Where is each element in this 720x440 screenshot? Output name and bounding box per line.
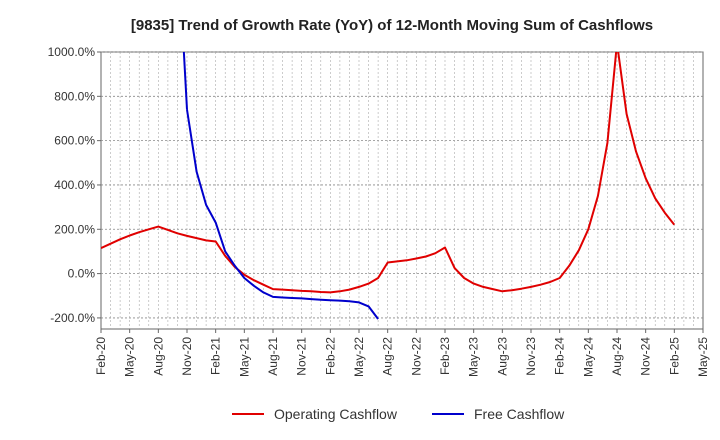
series-lines <box>101 52 676 320</box>
x-tick-label: Aug-22 <box>381 337 395 376</box>
x-tick-label: Feb-25 <box>667 337 681 375</box>
free-cashflow-spike <box>182 52 188 110</box>
x-tick-label: Nov-21 <box>295 337 309 376</box>
x-tick-label: Nov-20 <box>180 337 194 376</box>
x-tick-label: Feb-22 <box>323 337 337 375</box>
y-tick-label: 1000.0% <box>48 45 96 59</box>
x-tick-label: May-24 <box>581 337 595 377</box>
legend: Operating Cashflow Free Cashflow <box>232 406 565 422</box>
x-tick-label: May-21 <box>237 337 251 377</box>
x-tick-label: Nov-22 <box>409 337 423 376</box>
x-tick-label: Nov-24 <box>639 337 653 376</box>
x-tick-label: Feb-23 <box>438 337 452 375</box>
x-tick-label: Feb-21 <box>209 337 223 375</box>
y-axis: -200.0% 0.0% 200.0% 400.0% 600.0% 800.0% 1000.… <box>48 45 101 325</box>
x-tick-label: May-23 <box>467 337 481 377</box>
x-tick-label: Aug-21 <box>266 337 280 376</box>
free-cashflow-legend-label: Free Cashflow <box>474 406 565 422</box>
y-tick-label: 400.0% <box>54 178 95 192</box>
x-tick-label: May-22 <box>352 337 366 377</box>
x-tick-label: May-25 <box>696 337 710 377</box>
x-tick-label: Aug-24 <box>610 337 624 376</box>
y-tick-label: 0.0% <box>68 267 96 281</box>
y-tick-label: 600.0% <box>54 134 95 148</box>
x-tick-label: Aug-23 <box>495 337 509 376</box>
operating-cashflow-line <box>101 52 676 294</box>
y-tick-label: -200.0% <box>50 311 95 325</box>
grid-lines <box>101 51 703 329</box>
x-tick-label: Aug-20 <box>151 337 165 376</box>
x-tick-label: Feb-20 <box>94 337 108 375</box>
y-tick-label: 800.0% <box>54 89 95 103</box>
x-axis: Feb-20 May-20 Aug-20 Nov-20 Feb-21 May-21 Aug-… <box>94 329 710 377</box>
x-tick-label: Feb-24 <box>553 337 567 375</box>
x-tick-label: May-20 <box>123 337 137 377</box>
free-cashflow-line <box>186 109 379 320</box>
y-tick-label: 200.0% <box>54 222 95 236</box>
x-tick-label: Nov-23 <box>524 337 538 376</box>
chart-title: [9835] Trend of Growth Rate (YoY) of 12-… <box>131 17 653 34</box>
operating-cashflow-legend-label: Operating Cashflow <box>274 406 398 422</box>
